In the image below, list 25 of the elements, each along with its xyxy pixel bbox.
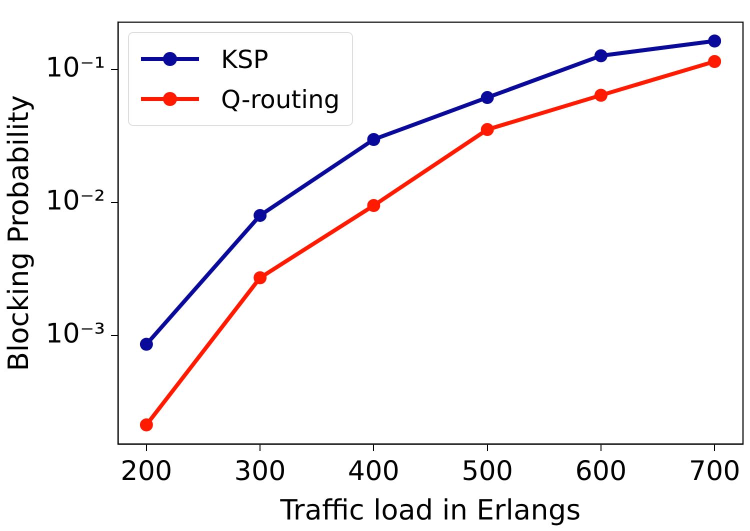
legend-label: Q-routing [221,84,340,114]
x-axis-title: Traffic load in Erlangs [279,493,581,526]
point [594,88,608,102]
point [254,271,267,284]
point [480,123,494,136]
x-tick-label: 600 [575,456,627,488]
legend-label: KSP [221,44,268,74]
x-tick-label: 400 [348,456,400,488]
point [708,34,722,48]
x-tick-label: 200 [120,456,172,488]
point [367,199,380,212]
point [708,54,722,68]
point [140,338,153,351]
point [140,418,153,432]
y-tick-label: 10⁻¹ [46,52,106,84]
point [254,208,267,222]
x-tick-label: 700 [688,456,740,488]
point [367,132,380,146]
point [594,49,608,62]
x-tick-label: 300 [234,456,286,488]
x-tick-label: 500 [462,456,514,488]
y-axis-title: Blocking Probability [2,95,36,372]
y-tick-label: 10⁻³ [46,318,106,350]
point [480,91,494,104]
y-tick-label: 10⁻² [46,186,106,217]
